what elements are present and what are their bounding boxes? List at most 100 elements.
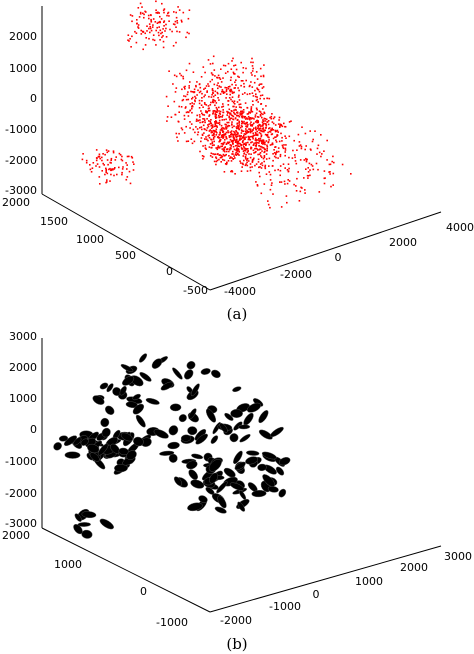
z-tick-label: -3000 <box>5 517 37 530</box>
scatter-point <box>285 137 287 139</box>
scatter-point <box>161 36 163 39</box>
scatter-point <box>249 130 252 133</box>
scatter-point <box>254 137 257 140</box>
scatter-point <box>238 134 241 137</box>
scatter-point <box>242 80 244 82</box>
scatter-point <box>298 145 301 147</box>
scatter-point <box>304 148 306 151</box>
ellipsoid-marker <box>243 412 254 426</box>
scatter-point <box>222 90 224 93</box>
panel-b: 3000 2000 1000 0 -1000 -2000 -3000 2000 … <box>2 330 472 653</box>
scatter-point <box>136 19 138 21</box>
ellipsoid-marker <box>135 414 146 428</box>
scatter-point <box>234 81 236 83</box>
scatter-point <box>232 140 234 142</box>
scatter-point <box>101 170 103 172</box>
scatter-point <box>199 119 201 121</box>
scatter-point <box>239 114 241 116</box>
scatter-point <box>254 121 257 123</box>
scatter-point <box>206 91 208 93</box>
y-axis-line <box>41 527 211 613</box>
scatter-point <box>213 129 215 132</box>
scatter-point <box>121 159 124 162</box>
scatter-point <box>252 144 255 146</box>
scatter-point <box>137 7 140 9</box>
scatter-point <box>98 166 101 168</box>
z-tick-label: 3000 <box>9 330 37 343</box>
scatter-point <box>245 142 247 144</box>
scatter-point <box>224 86 226 89</box>
scatter-point <box>142 48 144 51</box>
scatter-point <box>212 55 215 58</box>
scatter-point <box>263 122 265 125</box>
scatter-point <box>213 69 216 71</box>
ellipsoid-marker <box>122 375 135 386</box>
scatter-point <box>214 130 217 132</box>
scatter-point <box>237 127 239 129</box>
scatter-point <box>227 70 229 73</box>
scatter-point <box>216 131 218 134</box>
scatter-point <box>245 67 247 70</box>
scatter-point <box>271 143 274 146</box>
scatter-point <box>233 125 235 127</box>
ellipsoid-marker <box>101 427 111 438</box>
scatter-point <box>235 148 238 150</box>
scatter-point <box>127 34 130 36</box>
scatter-point <box>98 176 101 178</box>
scatter-point <box>329 163 332 166</box>
scatter-point <box>187 115 190 117</box>
scatter-point <box>258 145 260 147</box>
scatter-point <box>90 171 93 173</box>
scatter-point <box>199 86 202 89</box>
scatter-point <box>95 159 98 162</box>
scatter-point <box>139 13 142 15</box>
ellipsoid-markers <box>53 353 291 539</box>
scatter-point <box>241 122 243 125</box>
scatter-point <box>221 106 223 108</box>
scatter-point <box>250 109 252 111</box>
scatter-point <box>218 119 221 122</box>
scatter-point <box>235 136 238 138</box>
scatter-point <box>212 112 215 114</box>
scatter-point <box>208 146 211 148</box>
scatter-point <box>226 162 228 164</box>
scatter-point <box>244 147 247 150</box>
scatter-point <box>251 161 254 163</box>
scatter-point <box>246 107 249 109</box>
scatter-point <box>305 145 307 147</box>
scatter-point <box>279 125 281 127</box>
scatter-point <box>209 143 212 145</box>
scatter-point <box>222 111 225 114</box>
scatter-point <box>121 168 124 170</box>
scatter-point <box>220 68 222 70</box>
scatter-point <box>222 109 224 111</box>
scatter-point <box>259 148 261 150</box>
scatter-point <box>240 170 243 172</box>
scatter-point <box>234 64 237 66</box>
scatter-point <box>247 136 250 138</box>
scatter-point <box>135 32 138 34</box>
scatter-point <box>230 132 233 134</box>
scatter-point <box>183 95 185 97</box>
scatter-point <box>211 156 214 158</box>
scatter-point <box>262 123 264 125</box>
scatter-point <box>136 22 138 25</box>
scatter-point <box>310 149 312 151</box>
scatter-point <box>310 163 313 166</box>
scatter-point <box>160 18 163 20</box>
scatter-point <box>254 114 257 116</box>
ellipsoid-marker <box>208 458 222 472</box>
ellipsoid-marker <box>138 353 148 363</box>
scatter-point <box>266 134 269 136</box>
scatter-point <box>215 111 218 113</box>
scatter-point <box>212 62 214 65</box>
scatter-point <box>211 78 213 81</box>
scatter-point <box>174 20 177 23</box>
scatter-point <box>184 85 186 88</box>
scatter-point <box>262 113 264 116</box>
scatter-point <box>257 127 259 129</box>
scatter-point <box>249 129 252 132</box>
scatter-point <box>172 23 175 25</box>
scatter-point <box>229 119 231 121</box>
scatter-point <box>284 135 286 137</box>
